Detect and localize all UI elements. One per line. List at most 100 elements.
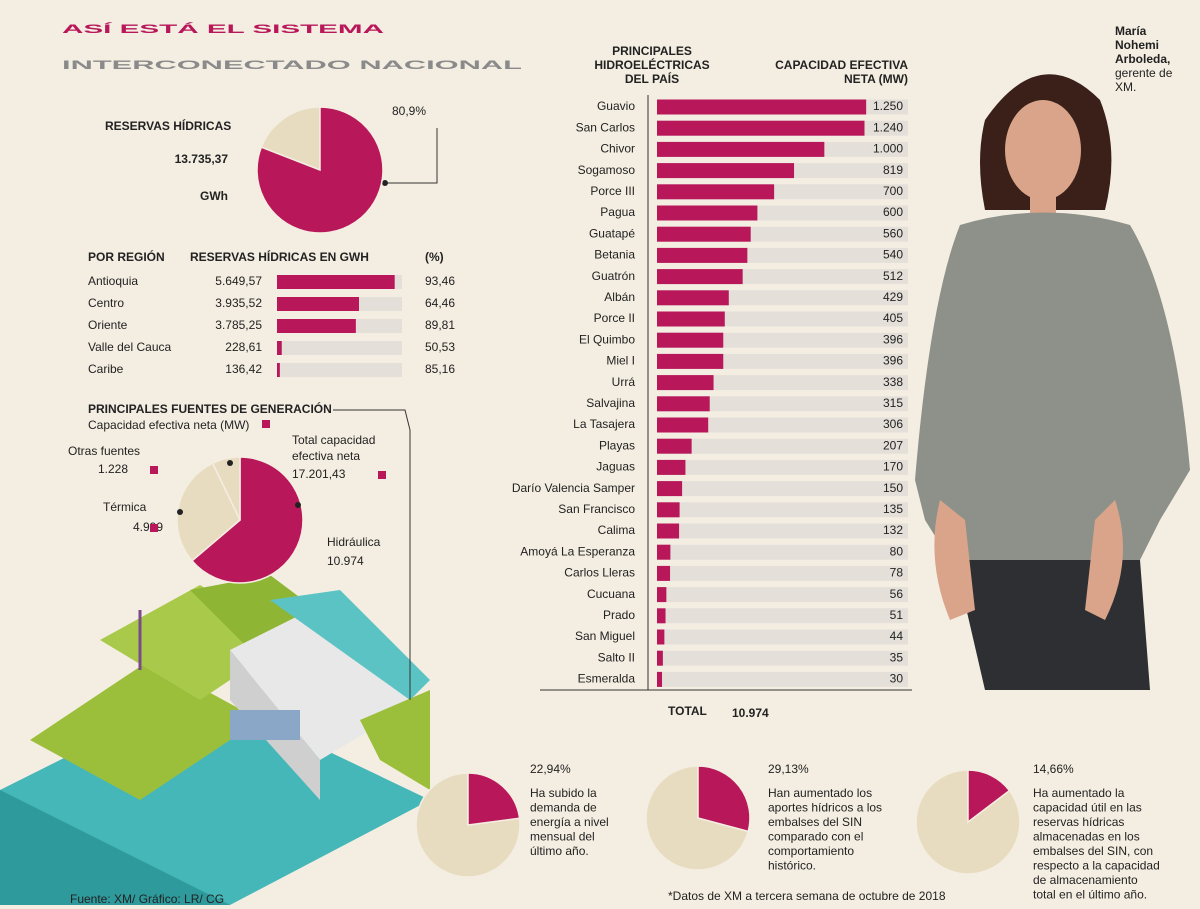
category-label: La Tasajera bbox=[573, 417, 635, 431]
bar bbox=[657, 290, 729, 306]
category-label: San Miguel bbox=[575, 629, 635, 643]
marker bbox=[378, 471, 386, 479]
total-value: 17.201,43 bbox=[292, 467, 346, 481]
category-label: Esmeralda bbox=[578, 672, 636, 686]
pie-slice bbox=[190, 456, 304, 584]
value-label: 44 bbox=[890, 629, 904, 643]
stat-text: de almacenamiento bbox=[1033, 873, 1138, 887]
connector-dot bbox=[295, 502, 301, 508]
category-label: Guatapé bbox=[589, 226, 635, 240]
bar bbox=[657, 353, 724, 369]
bar-track bbox=[657, 565, 908, 581]
bar bbox=[657, 565, 671, 581]
value-label: 540 bbox=[883, 248, 903, 262]
bar-track bbox=[657, 375, 908, 391]
region-value: 136,42 bbox=[225, 362, 262, 376]
value-label: 51 bbox=[890, 608, 904, 622]
value-label: 170 bbox=[883, 460, 903, 474]
total: 10.974 bbox=[732, 706, 769, 720]
value-label: 405 bbox=[883, 311, 903, 325]
pie-slice bbox=[256, 106, 384, 234]
pie-slice bbox=[697, 765, 751, 833]
bar-track bbox=[657, 671, 908, 687]
column-header: HIDROELÉCTRICAS bbox=[594, 57, 709, 72]
connector bbox=[385, 128, 438, 184]
dam-illustration bbox=[0, 575, 430, 905]
stat-text: energía a nivel bbox=[530, 815, 609, 829]
value-label: 396 bbox=[883, 332, 903, 346]
connector-dot bbox=[382, 180, 388, 186]
value-label: 207 bbox=[883, 438, 903, 452]
stat-percent: 14,66% bbox=[1033, 762, 1074, 776]
bar bbox=[657, 438, 692, 454]
bar-track bbox=[657, 608, 908, 624]
slice-value: 4.999 bbox=[133, 520, 163, 534]
region-pct: 85,16 bbox=[425, 362, 455, 376]
unit: GWh bbox=[200, 189, 228, 203]
bar-track bbox=[657, 417, 908, 433]
value-label: 56 bbox=[890, 587, 904, 601]
region-pct: 50,53 bbox=[425, 340, 455, 354]
column-header: NETA (MW) bbox=[844, 72, 908, 86]
pie-slice bbox=[967, 769, 1011, 824]
slice-name: Térmica bbox=[103, 500, 147, 514]
category-label: Porce III bbox=[590, 184, 635, 198]
category-label: Chivor bbox=[600, 142, 635, 156]
value-label: 78 bbox=[890, 566, 904, 580]
category-label: Betania bbox=[594, 248, 635, 262]
stat-text: mensual del bbox=[530, 830, 595, 844]
value-label: 1.240 bbox=[873, 120, 903, 134]
pie-remainder bbox=[260, 106, 321, 172]
caption-name: Arboleda, bbox=[1115, 52, 1170, 66]
marker bbox=[150, 524, 158, 532]
bar bbox=[277, 341, 282, 355]
portrait bbox=[915, 74, 1190, 690]
bar bbox=[657, 629, 665, 645]
column-header: DEL PAÍS bbox=[625, 71, 679, 86]
caption-role: XM. bbox=[1115, 80, 1136, 94]
bar-track bbox=[657, 629, 908, 645]
caption-name: Nohemi bbox=[1115, 38, 1159, 52]
bar bbox=[657, 396, 710, 412]
bar-track bbox=[657, 587, 908, 603]
bar bbox=[657, 671, 663, 687]
category-label: San Francisco bbox=[558, 502, 635, 516]
bar-track bbox=[657, 396, 908, 412]
total-label: efectiva neta bbox=[292, 449, 360, 463]
connector-dot bbox=[227, 460, 233, 466]
value-label: 80 bbox=[890, 544, 904, 558]
bar bbox=[657, 163, 795, 179]
category-label: Amoyá La Esperanza bbox=[520, 544, 635, 558]
stat-text: demanda de bbox=[530, 801, 597, 815]
bar-track bbox=[657, 544, 908, 560]
category-label: Guavio bbox=[597, 99, 635, 113]
value-label: 150 bbox=[883, 481, 903, 495]
value-label: 560 bbox=[883, 226, 903, 240]
bar bbox=[657, 332, 724, 348]
value-label: 132 bbox=[883, 523, 903, 537]
bar-track bbox=[657, 523, 908, 539]
caption-role: gerente de bbox=[1115, 66, 1173, 80]
slice-name: Hidráulica bbox=[327, 535, 381, 549]
category-label: Calima bbox=[598, 523, 636, 537]
legend-swatch bbox=[262, 420, 270, 428]
category-label: Albán bbox=[604, 290, 635, 304]
bar bbox=[657, 544, 671, 560]
stat-text: total en el último año. bbox=[1033, 888, 1147, 902]
bar bbox=[277, 363, 280, 377]
category-label: Porce II bbox=[594, 311, 635, 325]
category-label: Urrá bbox=[612, 375, 636, 389]
percent-label: 80,9% bbox=[392, 104, 426, 118]
category-label: Cucuana bbox=[587, 587, 635, 601]
stat-text: comportamiento bbox=[768, 844, 854, 858]
stat-text: embalses del SIN bbox=[768, 815, 862, 829]
value-label: 1.250 bbox=[873, 99, 903, 113]
value-label: 819 bbox=[883, 163, 903, 177]
total-label: TOTAL bbox=[668, 704, 707, 718]
bar bbox=[657, 650, 663, 666]
value-label: 315 bbox=[883, 396, 903, 410]
subtitle: Capacidad efectiva neta (MW) bbox=[88, 418, 249, 432]
region-pct: 64,46 bbox=[425, 296, 455, 310]
value-label: 306 bbox=[883, 417, 903, 431]
